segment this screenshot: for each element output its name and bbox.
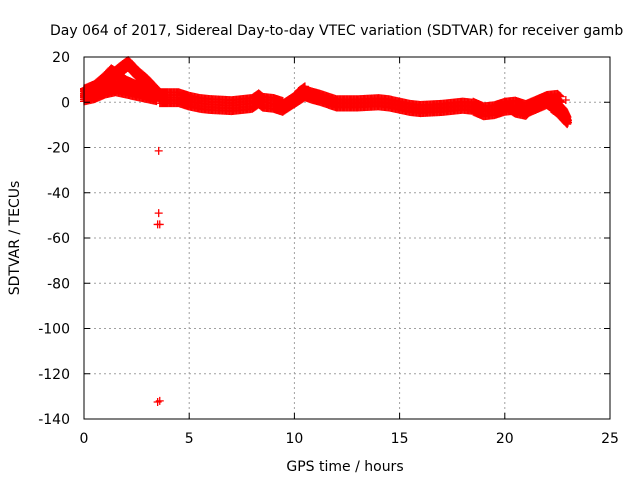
x-axis-label: GPS time / hours — [286, 459, 403, 475]
data-point — [395, 100, 404, 109]
y-tick-label: -20 — [47, 141, 70, 157]
y-axis-label: SDTVAR / TECUs — [7, 181, 23, 296]
y-tick-label: -140 — [38, 412, 70, 428]
data-point — [555, 91, 564, 100]
x-tick-label: 25 — [601, 431, 619, 447]
axis-ticks: 20 0 -20 -40 -60 -80 -100 -120 -140 0 5 10 15 20 25 — [38, 50, 619, 447]
data-point-outlier — [153, 398, 162, 407]
y-tick-label: -40 — [47, 186, 70, 202]
data-point — [164, 95, 173, 104]
y-tick-label: -80 — [47, 276, 70, 292]
data-point-outlier — [155, 220, 164, 229]
gridlines — [84, 57, 610, 419]
x-tick-label: 15 — [391, 431, 409, 447]
chart-title: Day 064 of 2017, Sidereal Day-to-day VTE… — [50, 23, 623, 39]
data-point — [290, 95, 299, 104]
data-point — [555, 91, 564, 100]
y-tick-label: 0 — [61, 95, 70, 111]
data-point — [561, 95, 570, 104]
x-tick-label: 20 — [496, 431, 514, 447]
y-tick-label: -100 — [38, 322, 70, 338]
data-point — [563, 118, 572, 127]
data-point — [82, 91, 91, 100]
y-tick-label: -60 — [47, 231, 70, 247]
y-tick-label: -120 — [38, 367, 70, 383]
x-tick-label: 0 — [80, 431, 89, 447]
x-tick-label: 10 — [285, 431, 303, 447]
y-tick-label: 20 — [52, 50, 70, 66]
data-point — [185, 93, 194, 102]
data-point-outlier — [154, 209, 163, 218]
x-tick-label: 5 — [185, 431, 194, 447]
data-point-outlier — [154, 146, 163, 155]
data-series-sdtvar — [80, 56, 572, 407]
data-point — [556, 92, 565, 101]
data-point-outlier — [155, 396, 164, 405]
